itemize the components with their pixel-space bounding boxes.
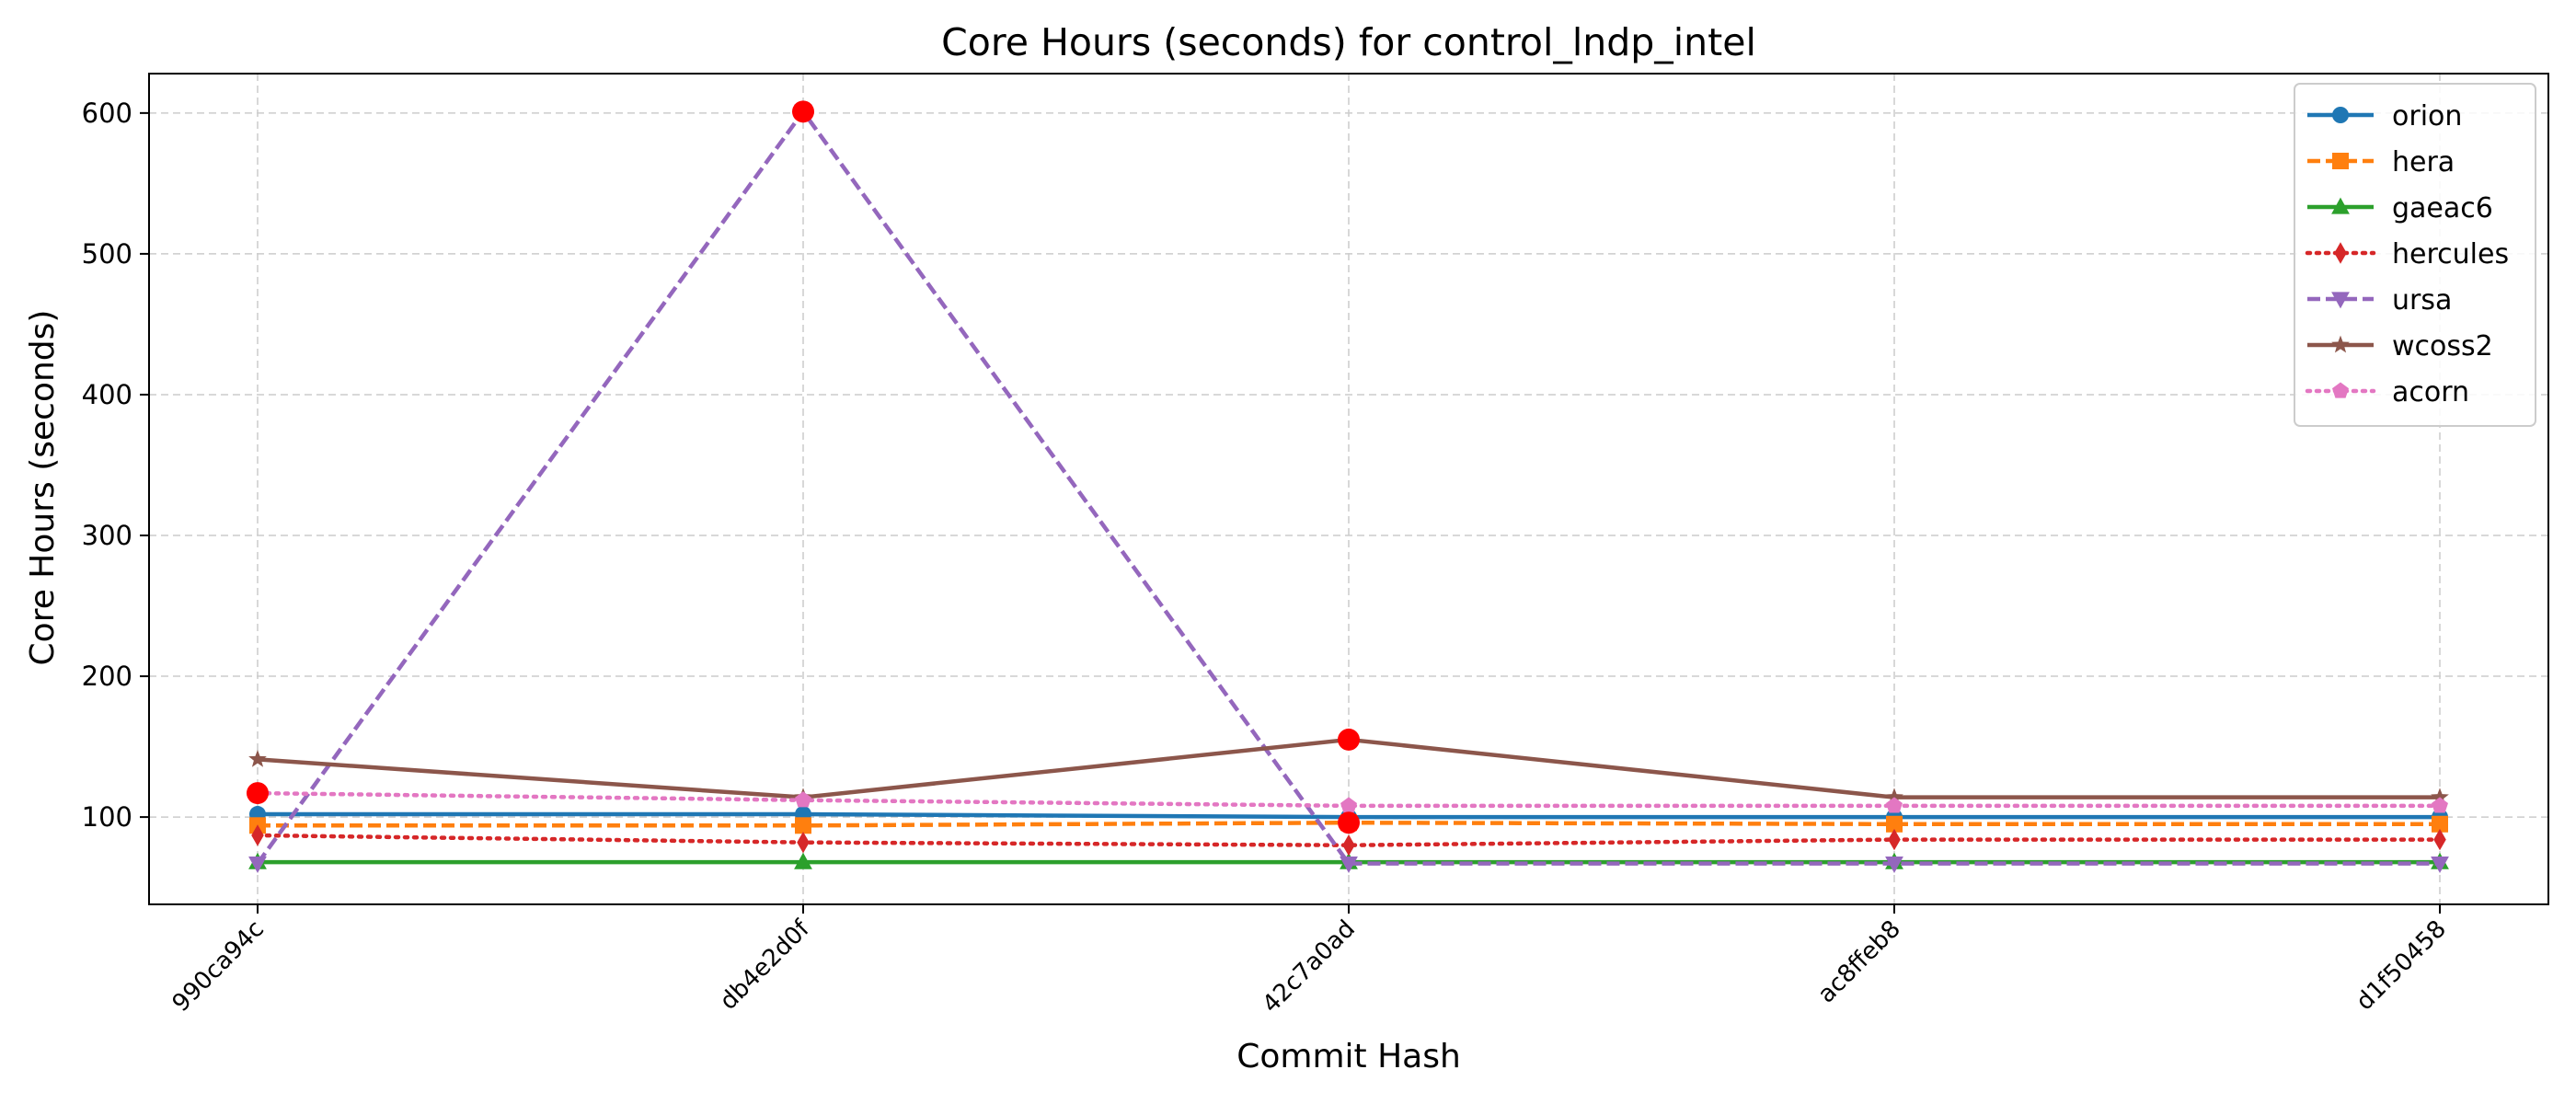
data-point-acorn: [795, 791, 811, 808]
data-point-wcoss2: [248, 750, 267, 767]
legend-item-hercules: hercules: [2305, 238, 2509, 270]
data-point-hercules: [1888, 828, 1901, 851]
data-point-ursa: [2431, 856, 2449, 873]
y-tick-label: 600: [82, 98, 132, 129]
data-point-wcoss2: [2431, 788, 2449, 806]
legend-item-orion: orion: [2307, 100, 2462, 132]
legend-label-orion: orion: [2392, 100, 2462, 132]
highlight-point: [792, 100, 814, 123]
highlight-layer: [247, 100, 1360, 834]
gridlines: [149, 74, 2548, 904]
data-point-acorn: [1886, 797, 1903, 813]
legend-marker-hera: [2332, 153, 2349, 169]
legend-frame: [2294, 83, 2536, 427]
data-point-ursa: [1340, 856, 1358, 873]
legend-label-ursa: ursa: [2392, 284, 2452, 316]
data-point-hera: [1886, 815, 1903, 833]
series-hercules: [251, 824, 2446, 857]
data-point-acorn: [2432, 797, 2448, 813]
legend-marker-orion: [2332, 107, 2349, 123]
x-axis-label: Commit Hash: [1236, 1038, 1461, 1075]
legend-marker-gaeac6: [2331, 197, 2350, 214]
data-point-hercules: [1342, 834, 1355, 857]
highlight-point: [1338, 811, 1360, 834]
data-point-ursa: [1885, 856, 1903, 873]
y-tick-label: 100: [82, 801, 132, 833]
y-tick-label: 500: [82, 238, 132, 270]
y-tick-label: 400: [82, 379, 132, 410]
legend-label-gaeac6: gaeac6: [2392, 192, 2493, 224]
legend-item-hera: hera: [2307, 146, 2455, 178]
legend-label-wcoss2: wcoss2: [2392, 330, 2493, 362]
data-point-hercules: [251, 824, 264, 846]
data-point-wcoss2: [1885, 788, 1903, 806]
data-point-hercules: [797, 831, 810, 854]
data-point-hera: [795, 817, 811, 834]
data-point-hera: [2432, 815, 2448, 833]
legend: orion hera gaeac6 hercules ursa wcoss2 acorn: [2294, 83, 2536, 427]
y-axis-ticks: 100 200 300 400 500 600: [82, 98, 149, 833]
y-tick-label: 200: [82, 661, 132, 692]
data-point-hercules: [2433, 828, 2446, 851]
series-line-ursa: [256, 109, 2440, 866]
data-point-gaeac6: [794, 852, 812, 869]
data-point-ursa: [248, 856, 267, 873]
legend-item-wcoss2: wcoss2: [2307, 330, 2493, 362]
y-tick-label: 300: [82, 520, 132, 551]
highlight-point: [247, 782, 269, 805]
legend-marker-acorn: [2332, 382, 2349, 398]
legend-label-hera: hera: [2392, 146, 2455, 178]
legend-label-hercules: hercules: [2392, 238, 2509, 270]
legend-item-acorn: acorn: [2305, 376, 2469, 408]
data-point-acorn: [1340, 797, 1357, 813]
legend-marker-ursa: [2331, 292, 2350, 309]
chart-title: Core Hours (seconds) for control_lndp_in…: [941, 20, 1756, 64]
highlight-point: [1338, 728, 1360, 751]
legend-label-acorn: acorn: [2392, 376, 2469, 408]
legend-item-gaeac6: gaeac6: [2307, 192, 2493, 224]
legend-marker-wcoss2: [2331, 335, 2350, 353]
legend-item-ursa: ursa: [2307, 284, 2452, 316]
y-axis-label: Core Hours (seconds): [24, 310, 62, 666]
legend-marker-hercules: [2334, 242, 2347, 264]
